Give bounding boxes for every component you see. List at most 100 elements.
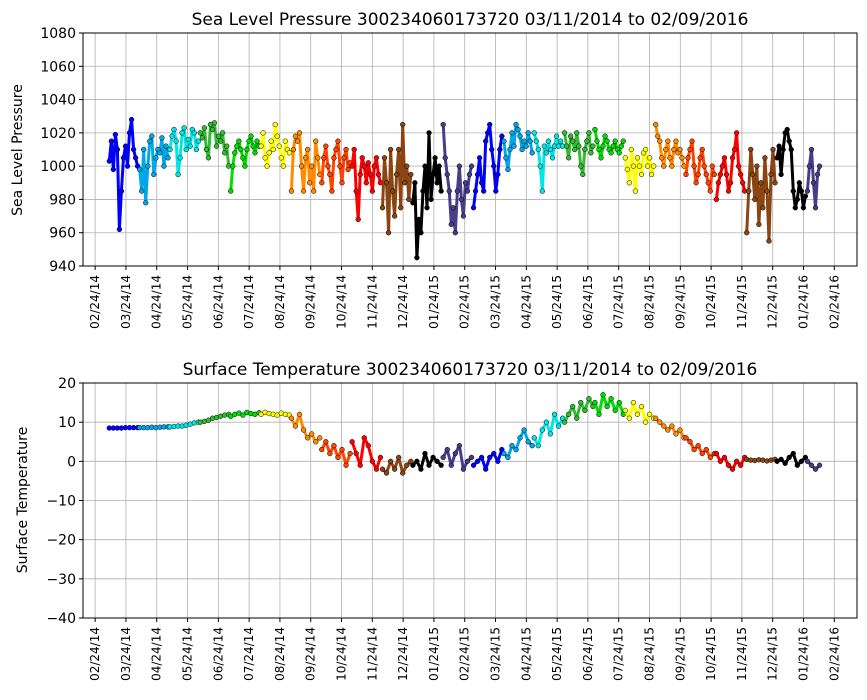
data-point — [772, 180, 778, 186]
data-point — [450, 205, 456, 211]
data-point — [430, 171, 436, 178]
data-point — [116, 226, 123, 233]
data-point — [610, 143, 616, 149]
data-point — [323, 143, 329, 149]
data-point — [570, 403, 576, 410]
data-point — [367, 171, 373, 178]
data-point — [240, 155, 246, 161]
data-point — [561, 419, 568, 425]
x-axis-ticks: 02/24/14 03/24/14 04/24/14 05/24/14 06/24/14… — [88, 618, 841, 681]
data-point — [315, 155, 321, 161]
data-point — [604, 403, 610, 410]
data-point — [304, 146, 311, 153]
x-tick-label: 02/24/14 — [88, 275, 102, 329]
data-point — [796, 180, 802, 186]
data-point — [691, 163, 697, 169]
data-point — [521, 138, 527, 144]
data-point — [438, 188, 444, 194]
y-tick-label: 980 — [49, 192, 76, 208]
x-tick-label: 11/24/14 — [365, 275, 379, 329]
data-point — [454, 188, 461, 194]
data-point — [428, 196, 434, 203]
data-point — [371, 163, 378, 169]
data-point — [408, 171, 414, 178]
data-point — [343, 146, 349, 153]
data-point — [669, 163, 675, 169]
data-point — [750, 171, 756, 178]
data-point — [230, 163, 236, 169]
data-point — [557, 138, 564, 144]
data-point — [357, 171, 363, 178]
x-tick-label: 11/24/15 — [735, 627, 749, 681]
data-point — [788, 146, 794, 153]
data-point — [723, 171, 730, 178]
data-point — [282, 138, 289, 144]
data-point — [535, 443, 541, 449]
x-tick-label: 01/24/16 — [796, 627, 810, 681]
data-point — [205, 155, 212, 161]
data-point — [347, 450, 353, 457]
data-point — [464, 458, 471, 464]
x-tick-label: 10/24/14 — [335, 627, 349, 681]
data-point — [361, 435, 367, 441]
data-point — [717, 458, 724, 464]
data-point — [201, 125, 208, 131]
data-point — [481, 188, 487, 194]
data-point — [448, 462, 454, 468]
data-point — [715, 180, 722, 186]
data-point — [462, 180, 469, 186]
data-point — [203, 146, 210, 153]
x-tick-label: 09/24/14 — [304, 275, 318, 329]
data-point — [549, 155, 556, 161]
data-point — [452, 230, 458, 236]
y-tick-label: 0 — [67, 454, 76, 470]
data-point — [195, 138, 201, 144]
data-point — [733, 130, 740, 136]
data-point — [816, 163, 823, 169]
data-point — [242, 163, 248, 169]
data-point — [570, 138, 576, 144]
data-point — [149, 133, 155, 139]
series-line — [411, 131, 443, 260]
data-point — [650, 163, 657, 169]
x-tick-label: 09/24/15 — [673, 275, 687, 329]
data-point — [147, 138, 153, 144]
x-tick-label: 01/24/15 — [427, 275, 441, 329]
data-point — [703, 171, 709, 178]
data-point — [612, 138, 618, 144]
x-tick-label: 08/24/15 — [643, 627, 657, 681]
data-point — [501, 450, 507, 457]
data-point — [177, 155, 183, 161]
data-point — [266, 150, 272, 156]
data-point — [497, 146, 503, 153]
data-point — [290, 146, 297, 153]
data-point — [754, 163, 760, 169]
data-point — [622, 407, 628, 414]
x-tick-label: 06/24/15 — [581, 275, 595, 329]
data-point — [440, 454, 446, 461]
data-point — [369, 458, 376, 464]
data-point — [786, 138, 792, 144]
data-point — [424, 205, 430, 211]
data-point — [786, 454, 792, 461]
data-point — [812, 466, 819, 472]
data-point — [758, 180, 764, 186]
data-point — [511, 143, 517, 149]
data-point — [404, 163, 410, 169]
data-point — [389, 188, 396, 194]
data-point — [112, 131, 119, 138]
data-point — [327, 450, 333, 457]
data-point — [748, 146, 754, 153]
data-point — [624, 166, 630, 173]
data-point — [665, 427, 671, 433]
series-line — [441, 124, 473, 235]
data-point — [300, 188, 307, 194]
data-point — [778, 171, 784, 178]
data-point — [814, 171, 821, 178]
data-point — [426, 130, 432, 136]
data-point — [221, 150, 228, 156]
data-point — [118, 188, 125, 194]
data-point — [120, 155, 127, 161]
data-series — [106, 116, 823, 261]
data-point — [487, 454, 493, 461]
